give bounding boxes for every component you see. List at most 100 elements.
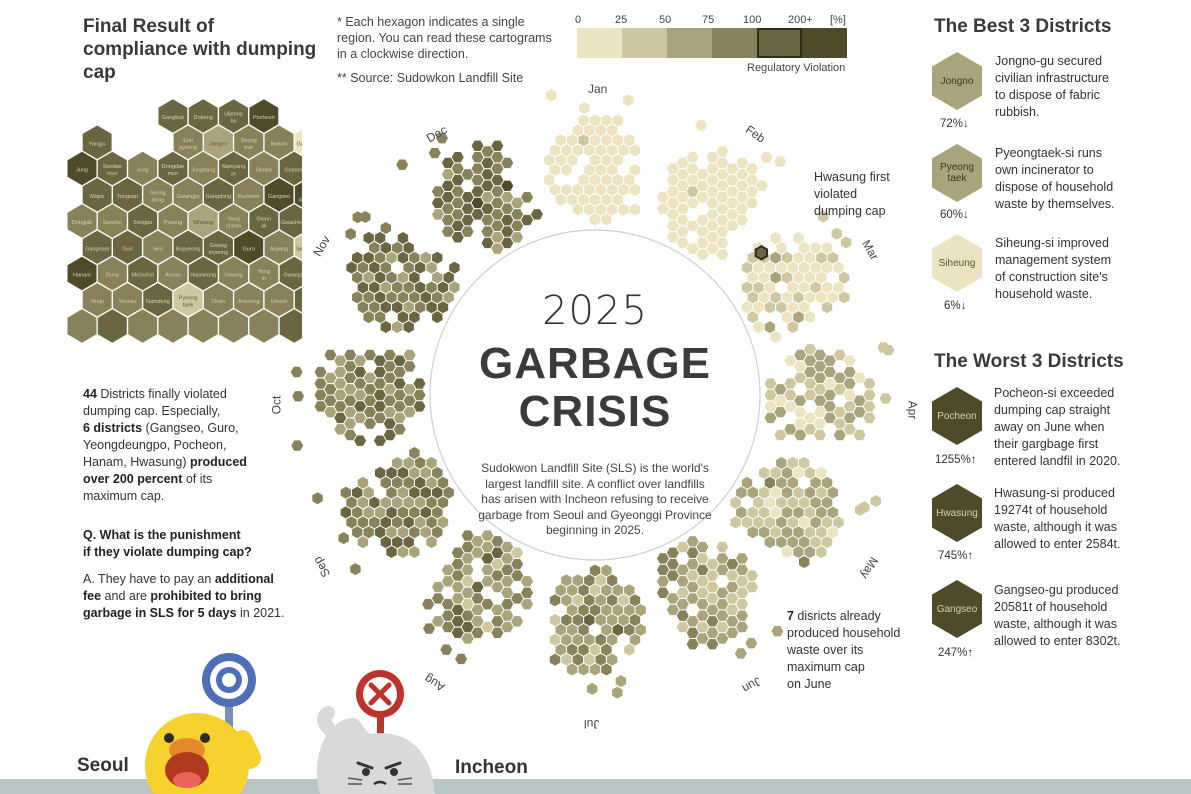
region-hex bbox=[344, 395, 357, 406]
district-label: dong bbox=[152, 197, 164, 203]
region-hex bbox=[451, 197, 464, 209]
city-label-seoul: Seoul bbox=[77, 755, 129, 776]
region-hex bbox=[403, 321, 414, 334]
district-label: Michuhol bbox=[132, 273, 154, 279]
district-hex bbox=[234, 230, 264, 264]
region-hex bbox=[578, 134, 589, 147]
region-hex bbox=[481, 146, 494, 157]
region-hex bbox=[471, 209, 484, 220]
region-hex bbox=[566, 584, 578, 597]
region-hex bbox=[753, 261, 764, 274]
region-hex bbox=[607, 653, 618, 666]
district-hex bbox=[279, 151, 302, 186]
region-hex bbox=[676, 621, 689, 633]
region-hex bbox=[393, 412, 406, 424]
region-hex bbox=[726, 604, 739, 616]
region-hex bbox=[363, 251, 374, 264]
region-hex bbox=[501, 553, 514, 564]
region-hex bbox=[696, 610, 709, 621]
region-hex bbox=[595, 633, 606, 646]
district-hex bbox=[173, 230, 203, 264]
region-hex bbox=[676, 226, 689, 237]
region-hex bbox=[555, 623, 566, 636]
region-hex bbox=[716, 553, 729, 564]
region-hex bbox=[804, 506, 816, 519]
region-hex bbox=[461, 226, 474, 237]
region-hex bbox=[612, 604, 624, 617]
region-hex bbox=[676, 203, 689, 214]
legend-swatch bbox=[802, 28, 847, 58]
district-label: Seong bbox=[241, 138, 257, 144]
region-hex bbox=[736, 587, 749, 598]
region-hex bbox=[555, 643, 566, 656]
best-hex-jongno: Jongno bbox=[932, 52, 982, 110]
center-block: 2025 GARBAGE CRISIS bbox=[440, 288, 750, 436]
region-hex bbox=[471, 186, 484, 197]
region-hex bbox=[607, 614, 618, 626]
region-hex bbox=[544, 173, 555, 186]
region-hex bbox=[706, 593, 719, 604]
region-hex bbox=[392, 496, 403, 509]
region-hex bbox=[441, 576, 454, 587]
region-hex bbox=[607, 203, 618, 216]
region-hex bbox=[827, 291, 838, 304]
region-hex bbox=[706, 220, 719, 231]
region-hex bbox=[770, 271, 781, 284]
district-hex bbox=[203, 125, 233, 159]
region-hex bbox=[383, 407, 396, 418]
district-hex bbox=[279, 309, 302, 343]
district-label: Jung bbox=[137, 168, 149, 174]
region-hex bbox=[511, 616, 524, 627]
region-hex bbox=[481, 564, 494, 576]
region-hex bbox=[764, 412, 777, 424]
region-hex bbox=[706, 627, 719, 638]
region-hex bbox=[409, 486, 420, 499]
district-hex bbox=[173, 283, 203, 317]
region-hex bbox=[726, 570, 739, 581]
region-hex bbox=[676, 180, 689, 191]
region-hex bbox=[578, 623, 589, 636]
region-hex bbox=[431, 209, 444, 220]
legend-tick: 0 bbox=[575, 14, 582, 26]
region-hex bbox=[764, 536, 776, 549]
region-hex bbox=[461, 553, 474, 564]
region-hex bbox=[706, 243, 719, 254]
region-hex bbox=[816, 486, 827, 499]
region-hex bbox=[816, 271, 827, 284]
district-label: Gangdong bbox=[206, 194, 232, 200]
region-hex bbox=[549, 164, 561, 176]
region-hex bbox=[334, 355, 347, 366]
legend-color-bar bbox=[577, 28, 847, 58]
region-hex bbox=[595, 144, 606, 157]
region-hex bbox=[471, 581, 484, 593]
region-hex bbox=[774, 429, 787, 441]
region-hex bbox=[409, 251, 420, 264]
region-hex bbox=[686, 593, 699, 604]
district-hex bbox=[158, 204, 188, 238]
region-hex bbox=[784, 424, 797, 435]
region-hex bbox=[431, 616, 444, 627]
region-hex bbox=[451, 209, 464, 220]
center-year: 2025 bbox=[542, 288, 648, 334]
month-cartogram-feb bbox=[656, 120, 787, 260]
region-hex bbox=[793, 466, 804, 479]
district-hex bbox=[158, 151, 188, 186]
legend-swatch bbox=[622, 28, 667, 58]
region-hex bbox=[437, 281, 449, 294]
region-hex bbox=[386, 506, 397, 519]
annotation-march: Hwasung first violated dumping cap bbox=[814, 170, 890, 218]
region-hex bbox=[804, 389, 817, 401]
district-label: Songpa bbox=[133, 220, 153, 226]
district-label: Pocheon bbox=[253, 115, 275, 121]
region-hex bbox=[409, 271, 420, 284]
region-hex bbox=[363, 231, 374, 244]
region-hex bbox=[324, 372, 337, 383]
region-hex bbox=[555, 193, 566, 206]
region-hex bbox=[746, 197, 759, 209]
region-hex bbox=[764, 321, 776, 334]
region-hex bbox=[441, 564, 454, 576]
district-label: Jongno bbox=[209, 141, 227, 147]
region-hex bbox=[572, 633, 583, 646]
region-hex bbox=[764, 516, 776, 529]
region-hex bbox=[354, 355, 367, 366]
